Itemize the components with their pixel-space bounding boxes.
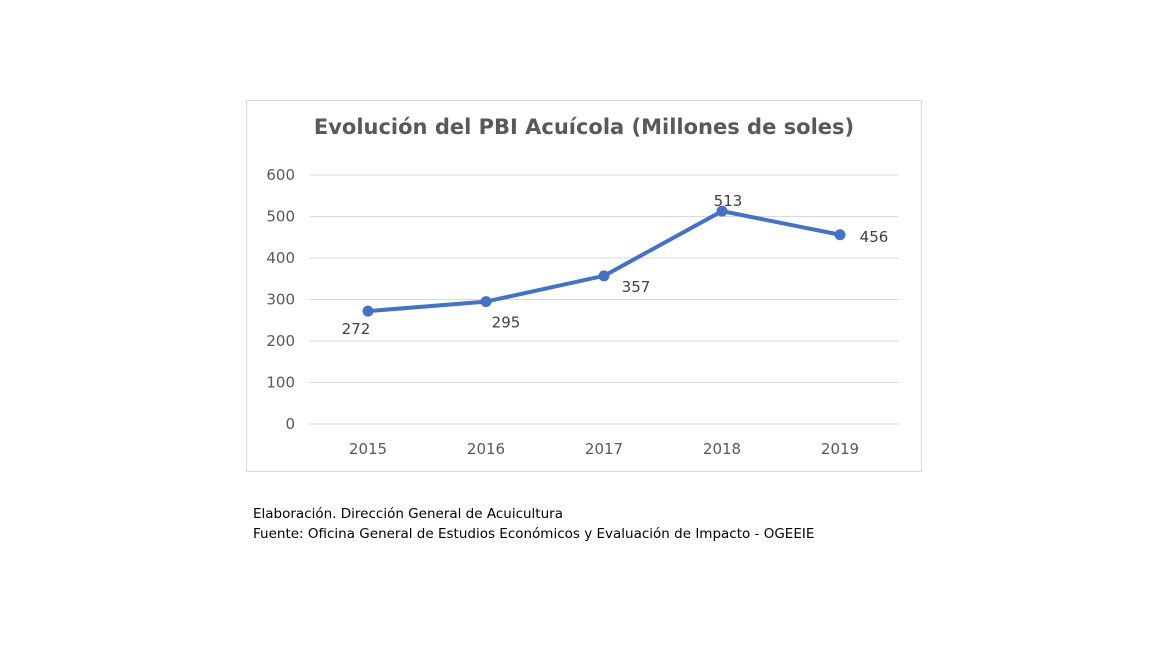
line-chart: 0 100 200 300 400 500 600 2015 2016 2017 2018 2019 2… [266,166,899,458]
data-label: 272 [342,320,371,338]
data-point [716,205,728,217]
data-label: 513 [714,192,743,210]
data-point [598,270,610,282]
x-tick-label: 2015 [349,440,387,458]
chart-frame: Evolución del PBI Acuícola (Millones de … [246,100,922,472]
elaboration-note: Elaboración. Dirección General de Acuicu… [253,506,563,522]
y-tick-label: 600 [266,166,295,184]
y-tick-label: 500 [266,208,295,226]
chart-title: Evolución del PBI Acuícola (Millones de … [313,115,855,139]
data-point [362,305,374,317]
y-tick-label: 400 [266,249,295,267]
data-point [480,296,492,308]
data-point [834,229,846,241]
x-tick-label: 2018 [703,440,741,458]
y-tick-label: 0 [285,415,295,433]
series-line [366,209,842,314]
x-tick-label: 2017 [585,440,623,458]
source-note: Fuente: Oficina General de Estudios Econ… [253,526,815,542]
y-tick-label: 200 [266,332,295,350]
data-label: 295 [492,314,521,332]
data-label: 357 [622,278,651,296]
y-tick-label: 100 [266,374,295,392]
chart-notes: Elaboración. Dirección General de Acuicu… [253,504,814,544]
data-label: 456 [860,228,889,246]
y-tick-label: 300 [266,291,295,309]
x-tick-label: 2016 [467,440,505,458]
x-tick-label: 2019 [821,440,859,458]
